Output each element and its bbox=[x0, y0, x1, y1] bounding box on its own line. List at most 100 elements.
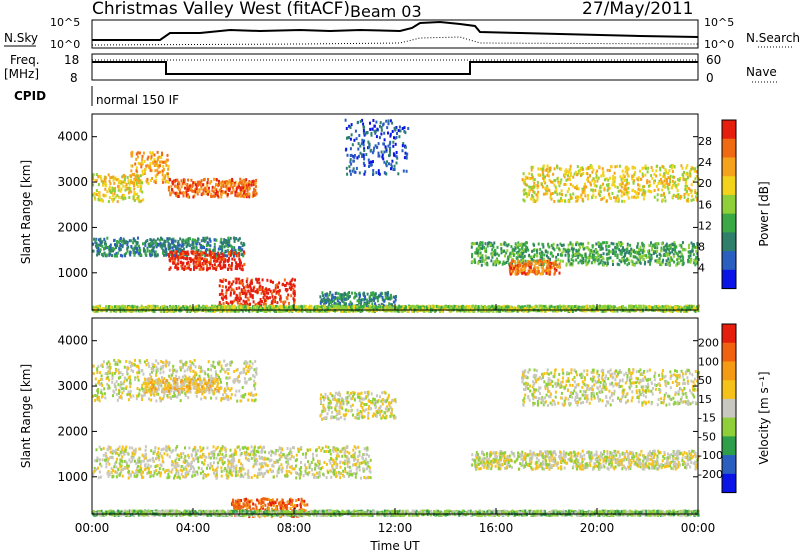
power-cell bbox=[625, 251, 628, 255]
power-cell bbox=[561, 251, 564, 255]
power-cell bbox=[379, 121, 382, 125]
power-cell bbox=[688, 170, 691, 174]
power-cell bbox=[378, 294, 380, 298]
power-cell bbox=[163, 176, 166, 180]
power-cell bbox=[231, 179, 234, 182]
power-cell bbox=[403, 156, 406, 160]
power-cell bbox=[116, 200, 119, 204]
power-cell bbox=[647, 166, 650, 170]
power-cell bbox=[549, 263, 551, 267]
power-cell bbox=[473, 242, 476, 246]
power-cell bbox=[618, 258, 621, 262]
power-cell bbox=[622, 255, 625, 259]
power-cell bbox=[643, 166, 646, 170]
power-cell bbox=[387, 119, 390, 123]
power-cell bbox=[575, 173, 578, 177]
power-cell bbox=[239, 186, 242, 190]
power-cell bbox=[269, 289, 272, 293]
power-cell bbox=[654, 259, 657, 263]
power-cell bbox=[104, 244, 107, 248]
power-cell bbox=[562, 304, 565, 308]
power-cell bbox=[116, 194, 119, 197]
power-cell bbox=[643, 194, 646, 198]
power-cell bbox=[343, 291, 346, 295]
power-cell bbox=[471, 260, 474, 264]
power-cell bbox=[594, 258, 597, 262]
power-cell bbox=[226, 254, 228, 258]
power-cell bbox=[395, 161, 398, 165]
power-cell bbox=[503, 242, 506, 246]
power-cell bbox=[242, 299, 245, 303]
power-cell bbox=[345, 304, 348, 308]
power-cell bbox=[222, 278, 225, 282]
power-cell bbox=[630, 247, 633, 251]
power-cell bbox=[660, 246, 663, 250]
power-cell bbox=[626, 172, 629, 176]
power-cell bbox=[222, 301, 225, 305]
power-cell bbox=[389, 132, 392, 136]
power-cell bbox=[133, 253, 136, 257]
power-cell bbox=[671, 179, 674, 183]
power-cell bbox=[376, 127, 379, 131]
power-cell bbox=[160, 156, 163, 159]
power-cell bbox=[94, 179, 97, 183]
power-cell bbox=[644, 164, 647, 168]
power-cell bbox=[546, 192, 549, 196]
power-cell bbox=[199, 264, 202, 268]
power-cell bbox=[690, 258, 693, 262]
power-cell bbox=[559, 167, 561, 171]
power-cell bbox=[198, 253, 201, 257]
beam-label: Beam 03 bbox=[350, 2, 422, 21]
power-cell bbox=[180, 244, 183, 248]
power-cell bbox=[195, 239, 198, 243]
power-cell bbox=[175, 250, 178, 254]
power-cell bbox=[162, 160, 165, 164]
power-cell bbox=[689, 250, 692, 254]
power-cell bbox=[574, 186, 577, 190]
power-cell bbox=[99, 241, 102, 245]
power-cell bbox=[615, 196, 618, 200]
power-cell bbox=[137, 198, 140, 202]
power-cell bbox=[242, 189, 244, 193]
power-cell bbox=[356, 299, 359, 303]
power-cell bbox=[392, 295, 395, 299]
power-cell bbox=[669, 258, 672, 262]
power-cell bbox=[651, 248, 653, 252]
power-cell bbox=[549, 257, 551, 261]
power-cell bbox=[238, 237, 241, 241]
power-cell bbox=[160, 160, 163, 164]
power-cell bbox=[98, 194, 101, 198]
power-cell bbox=[245, 285, 248, 289]
power-cell bbox=[216, 259, 219, 263]
power-cell bbox=[550, 266, 553, 269]
power-cell bbox=[367, 146, 370, 150]
power-cell bbox=[521, 249, 524, 253]
power-cell bbox=[694, 263, 697, 267]
power-cell bbox=[135, 157, 138, 161]
cpid-label: CPID bbox=[14, 89, 46, 103]
power-cell bbox=[550, 197, 553, 201]
power-cell bbox=[258, 287, 261, 291]
nsearch-label: N.Search bbox=[746, 31, 800, 45]
power-cell bbox=[588, 174, 591, 178]
power-cell bbox=[156, 242, 158, 246]
power-cell bbox=[225, 301, 228, 304]
power-cell bbox=[490, 259, 493, 263]
power-cell bbox=[625, 259, 628, 262]
power-cell bbox=[609, 165, 612, 169]
power-cell bbox=[569, 171, 572, 175]
power-cell bbox=[487, 241, 490, 245]
power-cell bbox=[237, 277, 240, 281]
power-cell bbox=[99, 248, 102, 252]
power-cell bbox=[377, 151, 380, 155]
power-cell bbox=[517, 253, 520, 257]
power-cell bbox=[133, 187, 136, 191]
power-cell bbox=[571, 196, 573, 200]
power-cell bbox=[349, 160, 352, 164]
power-cell bbox=[225, 291, 228, 295]
power-cell bbox=[165, 163, 168, 167]
power-cell bbox=[321, 300, 324, 304]
power-cell bbox=[595, 242, 598, 246]
power-cell bbox=[215, 190, 218, 194]
power-cell bbox=[629, 243, 632, 247]
